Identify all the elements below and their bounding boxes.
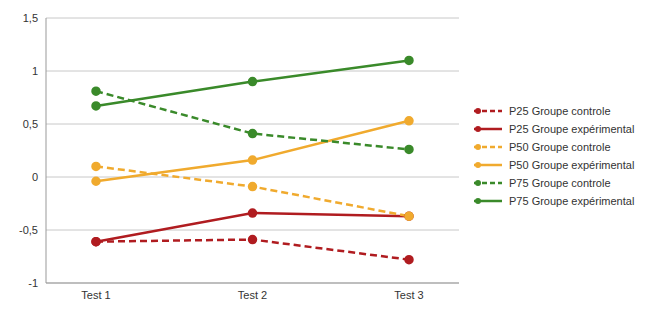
svg-text:1: 1 <box>32 65 38 77</box>
svg-text:-1: -1 <box>28 277 38 289</box>
html-text:P25 Groupe expérimental: P25 Groupe expérimental <box>509 123 635 135</box>
svg-text:-0,5: -0,5 <box>19 224 38 236</box>
svg-text:Test 2: Test 2 <box>238 289 267 301</box>
html-text:P50 Groupe controle: P50 Groupe controle <box>509 141 611 153</box>
svg-text:Test 1: Test 1 <box>81 289 110 301</box>
html-text:P75 Groupe expérimental: P75 Groupe expérimental <box>509 195 635 207</box>
svg-text:Test 3: Test 3 <box>394 289 423 301</box>
html-text:P25 Groupe controle: P25 Groupe controle <box>509 105 611 117</box>
svg-text:0,5: 0,5 <box>23 118 38 130</box>
svg-text:1,5: 1,5 <box>23 12 38 24</box>
html-text:P50 Groupe expérimental: P50 Groupe expérimental <box>509 159 635 171</box>
html-text:P75 Groupe controle: P75 Groupe controle <box>509 177 611 189</box>
svg-text:0: 0 <box>32 171 38 183</box>
